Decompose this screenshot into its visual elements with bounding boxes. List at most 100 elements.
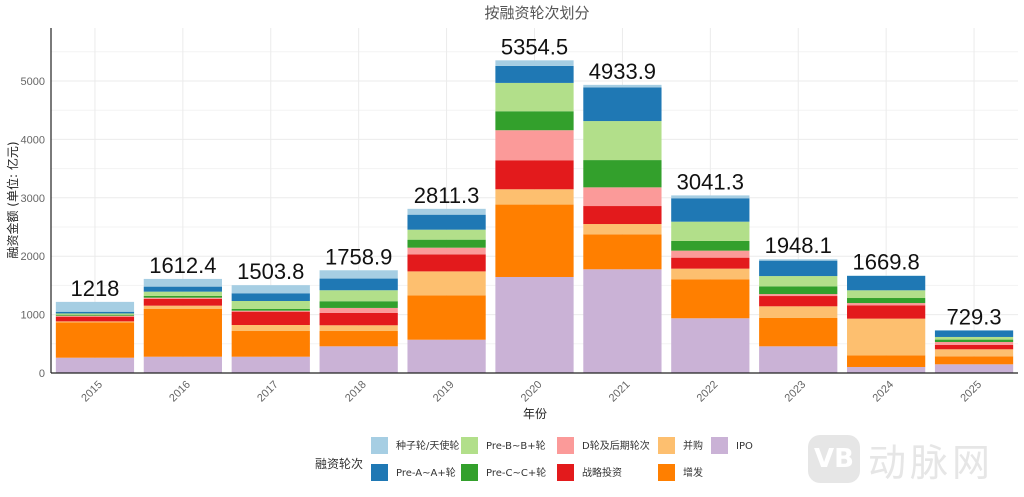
legend-label: Pre-A~A+轮 [396,466,456,479]
bar-segment [231,310,310,312]
total-label: 729.3 [947,304,1002,329]
total-label: 1503.8 [237,259,304,284]
bar-segment [55,311,135,314]
bar-segment [407,247,486,255]
bar-segment [407,214,486,230]
bar-stack-2022 [671,195,750,373]
bar-segment [759,286,838,295]
bar-segment [495,65,574,83]
legend: 融资轮次 种子轮/天使轮 Pre-A~A+轮 Pre-B~B+轮 Pre-C~C+轮 D… [315,437,753,481]
legend-label: Pre-C~C+轮 [486,466,546,479]
legend-label: D轮及后期轮次 [582,439,650,452]
bar-segment [319,325,398,332]
bar-segment [55,322,135,358]
bar-segment [934,339,1014,342]
total-label: 1948.1 [765,233,832,258]
bar-segment [495,82,574,112]
legend-item: D轮及后期轮次 [557,437,650,454]
legend-label: 种子轮/天使轮 [396,439,459,452]
bar-segment [847,366,926,373]
bar-segment [671,279,750,319]
bar-segment [671,250,750,258]
x-tick-label: 2016 [167,379,193,405]
y-tick-labels: 0 1000 2000 3000 4000 5000 [21,76,45,380]
total-label: 2811.3 [414,183,480,208]
bar-segment [759,296,838,307]
y-tick-label: 3000 [21,193,45,205]
bar-segment [55,315,135,317]
bar-segment [583,269,662,373]
legend-label: IPO [736,441,753,452]
legend-swatch [371,464,388,481]
bar-segment [583,87,662,122]
y-tick-label: 5000 [21,76,45,88]
bar-segment [847,275,926,291]
bar-segment [759,317,838,347]
bar-segment [55,301,135,312]
legend-item: 种子轮/天使轮 [371,437,459,454]
bar-segment [671,257,750,269]
x-axis-title: 年份 [523,407,547,421]
bar-segment [759,259,838,261]
bar-segment [847,303,926,306]
bar-segment [407,339,486,373]
legend-swatch [557,437,574,454]
y-tick-label: 2000 [21,251,45,263]
bar-segment [407,239,486,248]
bar-segment [934,356,1014,365]
bar-segment [55,321,135,323]
bar-segment [583,234,662,270]
bar-segment [759,276,838,287]
bar-segment [495,111,574,131]
bar-segment [847,275,926,276]
watermark-logo-icon: VB [808,435,860,483]
bar-stack-2024 [847,275,926,373]
bar-stack-2015 [55,301,135,373]
total-label: 4933.9 [589,59,656,84]
legend-item: Pre-C~C+轮 [461,464,546,481]
legend-label: 增发 [683,466,703,479]
bar-segment [583,121,662,161]
total-label: 1758.9 [325,244,392,269]
bar-segment [143,308,222,357]
bar-segment [231,356,310,373]
legend-swatch [371,437,388,454]
y-axis-title: 融资金额 (单位: 亿元) [5,141,20,258]
bar-segment [407,208,486,215]
legend-swatch [461,437,478,454]
bar-segment [847,305,926,319]
x-tick-label: 2023 [783,379,809,405]
legend-label: 并购 [683,439,703,452]
bar-segment [319,331,398,347]
x-tick-label: 2022 [695,379,721,405]
watermark-text: 动脉网 [868,440,995,485]
bar-segment [583,160,662,188]
bar-segment [847,355,926,367]
bar-segment [231,300,310,309]
legend-label: Pre-B~B+轮 [486,439,546,452]
bar-segment [143,298,222,306]
bar-segment [55,313,135,315]
bar-segment [934,349,1014,357]
bars [55,60,1014,373]
bar-stack-2021 [583,84,662,373]
bar-segment [495,130,574,161]
axes [50,28,1018,374]
bar-segment [934,364,1014,373]
total-label: 1218 [70,276,119,301]
bar-segment [143,295,222,298]
total-label: 1612.4 [149,253,216,278]
bar-segment [847,318,926,356]
legend-item: 增发 [658,464,703,481]
bar-segment [495,160,574,190]
bar-segment [319,290,398,302]
legend-swatch [557,464,574,481]
bar-segment [319,312,398,326]
bar-segment [847,298,926,304]
bar-segment [671,221,750,241]
bar-segment [319,346,398,373]
bar-segment [759,306,838,318]
bar-segment [495,276,574,373]
total-label: 5354.5 [501,34,568,59]
